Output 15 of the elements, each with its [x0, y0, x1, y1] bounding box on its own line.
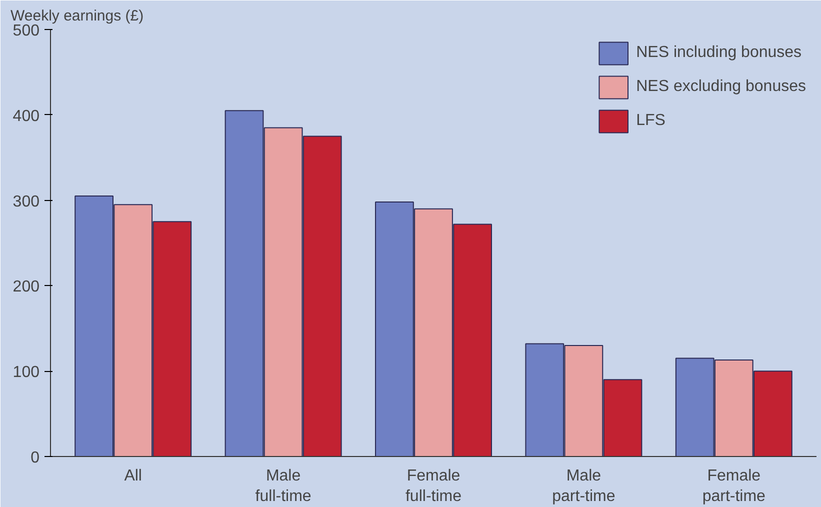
legend-label: LFS [636, 112, 666, 130]
legend-label: NES including bonuses [636, 44, 802, 62]
x-tick-label: Female part-time [702, 468, 766, 505]
y-tick-label: 100 [12, 364, 40, 382]
y-tick-label: 400 [12, 108, 40, 125]
x-tick-label: Male part-time [552, 468, 616, 505]
y-axis-title: Weekly earnings (£) [10, 8, 144, 24]
legend-label: NES excluding bonuses [636, 78, 806, 96]
x-tick-label: Female full-time [405, 468, 462, 505]
x-tick-label: All [124, 468, 142, 484]
y-tick-label: 300 [12, 193, 40, 210]
y-tick-label: 0 [30, 450, 40, 466]
x-tick-label: Male full-time [255, 468, 312, 505]
y-tick-label: 200 [12, 278, 40, 296]
y-tick-label: 500 [12, 22, 40, 40]
